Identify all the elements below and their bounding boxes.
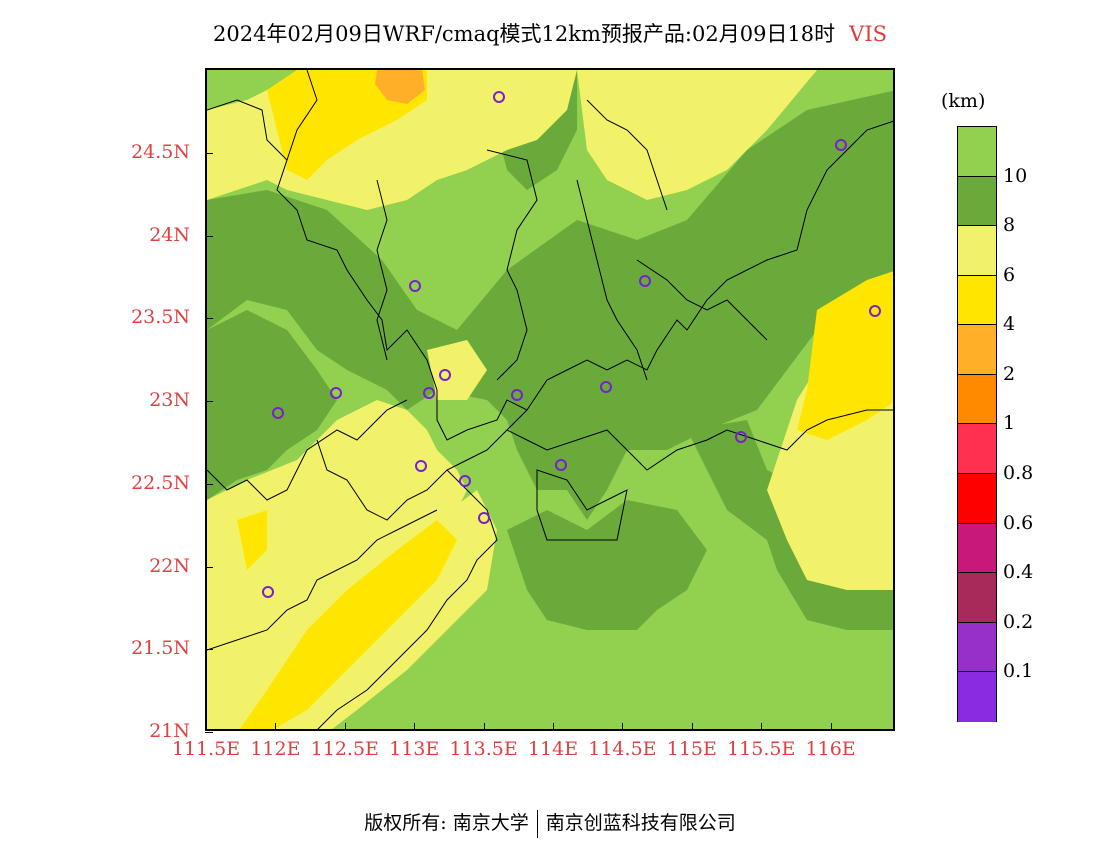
colorbar-label: 0.1 <box>1003 660 1034 683</box>
longitude-tick <box>483 723 485 731</box>
colorbar-segment <box>958 226 996 276</box>
fill-vis-8-10 <box>507 500 707 630</box>
longitude-label: 115E <box>666 738 717 760</box>
fill-vis-4-6 <box>797 271 893 440</box>
longitude-label: 112E <box>250 738 301 760</box>
station-marker <box>423 387 435 399</box>
colorbar-label: 0.8 <box>1003 462 1034 485</box>
colorbar-label: 0.2 <box>1003 610 1034 633</box>
colorbar-segment <box>958 374 996 425</box>
latitude-tick <box>205 401 213 403</box>
colorbar-segment <box>958 622 996 673</box>
colorbar-segment <box>958 325 996 375</box>
latitude-label: 24N <box>149 223 190 246</box>
latitude-label: 22.5N <box>131 471 190 494</box>
station-marker <box>459 475 471 487</box>
longitude-label: 114.5E <box>588 738 657 760</box>
colorbar-label: 0.4 <box>1003 561 1034 584</box>
colorbar-label: 6 <box>1003 263 1016 286</box>
station-marker <box>409 280 421 292</box>
latitude-tick <box>205 235 213 237</box>
colorbar-segment <box>958 523 996 574</box>
station-marker <box>330 387 342 399</box>
longitude-label: 115.5E <box>727 738 796 760</box>
fill-vis-4-6 <box>237 510 267 570</box>
latitude-tick <box>205 153 213 154</box>
station-marker <box>272 407 284 419</box>
colorbar-label: 2 <box>1003 362 1016 385</box>
longitude-label: 116E <box>805 738 856 760</box>
station-marker <box>415 460 427 472</box>
fill-vis-6-8 <box>207 400 467 729</box>
latitude-tick <box>205 566 213 568</box>
longitude-tick <box>761 723 763 731</box>
map-canvas <box>207 70 893 729</box>
colorbar-segment <box>958 424 996 475</box>
colorbar-segment <box>958 672 996 722</box>
colorbar-unit: (km) <box>941 90 986 112</box>
fill-vis-6-8 <box>427 340 487 400</box>
station-marker <box>478 512 490 524</box>
colorbar <box>957 126 997 722</box>
station-marker <box>439 369 451 381</box>
latitude-label: 23N <box>149 389 190 412</box>
station-markers <box>262 91 881 598</box>
longitude-label: 113E <box>389 738 440 760</box>
station-marker <box>735 431 747 443</box>
visibility-map <box>205 68 895 731</box>
latitude-tick <box>205 731 213 733</box>
longitude-tick <box>622 723 624 731</box>
longitude-tick <box>830 723 832 731</box>
longitude-tick <box>275 723 277 731</box>
station-marker <box>555 459 567 471</box>
colorbar-segment <box>958 275 996 326</box>
station-marker <box>262 586 274 598</box>
variable-name: VIS <box>849 22 888 46</box>
boundary-lines <box>207 70 893 729</box>
fill-vis-8-10 <box>207 310 337 500</box>
colorbar-label: 10 <box>1003 164 1028 187</box>
longitude-label: 111.5E <box>171 738 241 760</box>
latitude-tick <box>205 483 213 485</box>
longitude-label: 112.5E <box>310 738 379 760</box>
station-marker <box>511 389 523 401</box>
fill-vis-4-6 <box>239 520 457 729</box>
longitude-tick <box>691 723 693 731</box>
latitude-label: 22N <box>149 554 190 577</box>
colorbar-segment <box>958 474 996 524</box>
station-marker <box>835 139 847 151</box>
title-text: 2024年02月09日WRF/cmaq模式12km预报产品:02月09日18时 <box>212 22 836 46</box>
colorbar-label: 4 <box>1003 313 1016 336</box>
longitude-tick <box>414 723 416 731</box>
latitude-label: 24.5N <box>131 141 190 163</box>
fill-vis-2-4 <box>375 70 425 104</box>
footer-separator <box>536 810 538 838</box>
station-marker <box>639 275 651 287</box>
colorbar-segment <box>958 573 996 623</box>
latitude-label: 23.5N <box>131 306 190 329</box>
copyright-left: 版权所有: 南京大学 <box>364 812 529 834</box>
station-marker <box>493 91 505 103</box>
latitude-label: 21N <box>149 719 190 742</box>
fill-vis-8-10 <box>207 90 893 520</box>
longitude-tick <box>553 723 554 731</box>
longitude-tick <box>344 723 346 731</box>
latitude-tick <box>205 318 213 320</box>
station-marker <box>869 305 881 317</box>
map-title: 2024年02月09日WRF/cmaq模式12km预报产品:02月09日18时 V… <box>0 18 1100 48</box>
copyright-footer: 版权所有: 南京大学 南京创蓝科技有限公司 <box>0 808 1100 838</box>
latitude-tick <box>205 649 213 651</box>
colorbar-segment <box>958 176 996 227</box>
longitude-label: 113.5E <box>449 738 518 760</box>
colorbar-label: 0.6 <box>1003 511 1034 534</box>
colorbar-segment <box>958 127 996 177</box>
copyright-right: 南京创蓝科技有限公司 <box>545 812 736 834</box>
colorbar-label: 1 <box>1003 412 1016 435</box>
station-marker <box>600 381 612 393</box>
latitude-label: 21.5N <box>131 637 190 660</box>
fill-vis-6-8 <box>577 70 817 200</box>
colorbar-label: 8 <box>1003 214 1016 237</box>
longitude-label: 114E <box>527 738 579 760</box>
